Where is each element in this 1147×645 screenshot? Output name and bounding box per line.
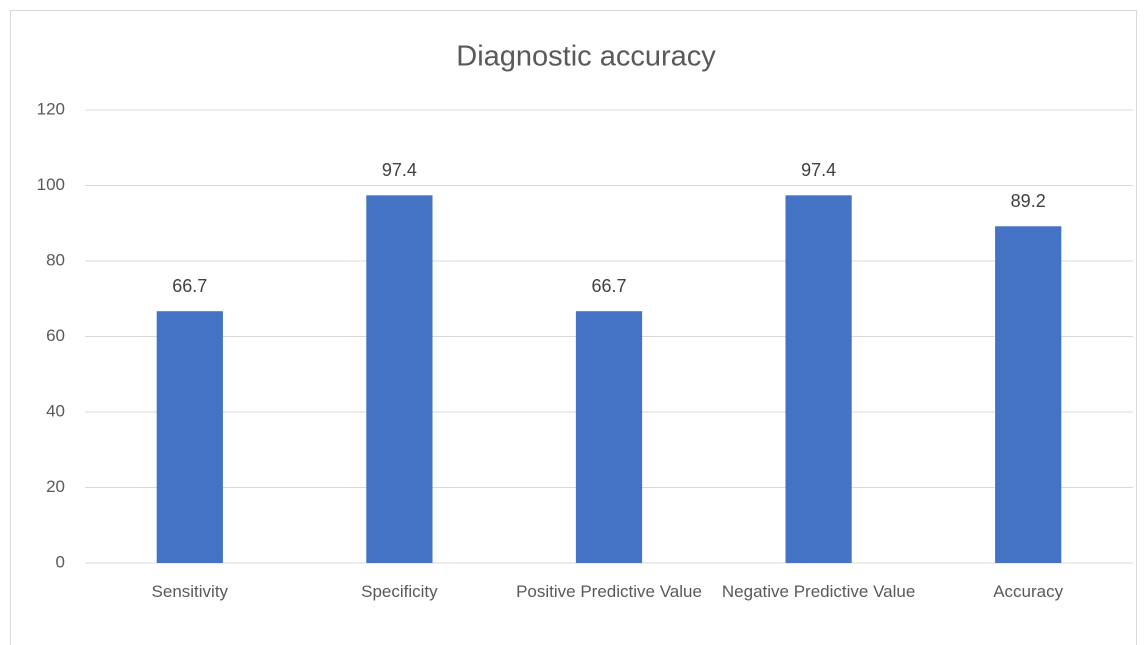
bar <box>995 226 1062 563</box>
y-tick-label: 120 <box>37 99 65 118</box>
y-tick-label: 100 <box>37 175 65 194</box>
y-tick-label: 0 <box>56 552 65 571</box>
y-tick-label: 40 <box>46 401 65 420</box>
data-label: 89.2 <box>1011 191 1046 211</box>
y-tick-label: 20 <box>46 477 65 496</box>
data-label: 66.7 <box>591 276 626 296</box>
bar <box>156 311 223 563</box>
chart-border <box>10 10 1137 645</box>
x-tick-label: Specificity <box>361 582 438 601</box>
x-tick-label: Positive Predictive Value <box>516 582 702 601</box>
x-tick-label: Accuracy <box>993 582 1064 601</box>
data-label: 97.4 <box>382 160 417 180</box>
chart-title: Diagnostic accuracy <box>456 41 716 73</box>
x-tick-label: Sensitivity <box>151 582 229 601</box>
bar <box>785 195 852 563</box>
y-tick-label: 80 <box>46 250 65 269</box>
y-tick-label: 60 <box>46 326 65 345</box>
bar <box>575 311 643 563</box>
data-label: 97.4 <box>801 160 836 180</box>
bar <box>366 195 433 563</box>
x-tick-label: Negative Predictive Value <box>721 582 916 601</box>
data-label: 66.7 <box>172 276 207 296</box>
